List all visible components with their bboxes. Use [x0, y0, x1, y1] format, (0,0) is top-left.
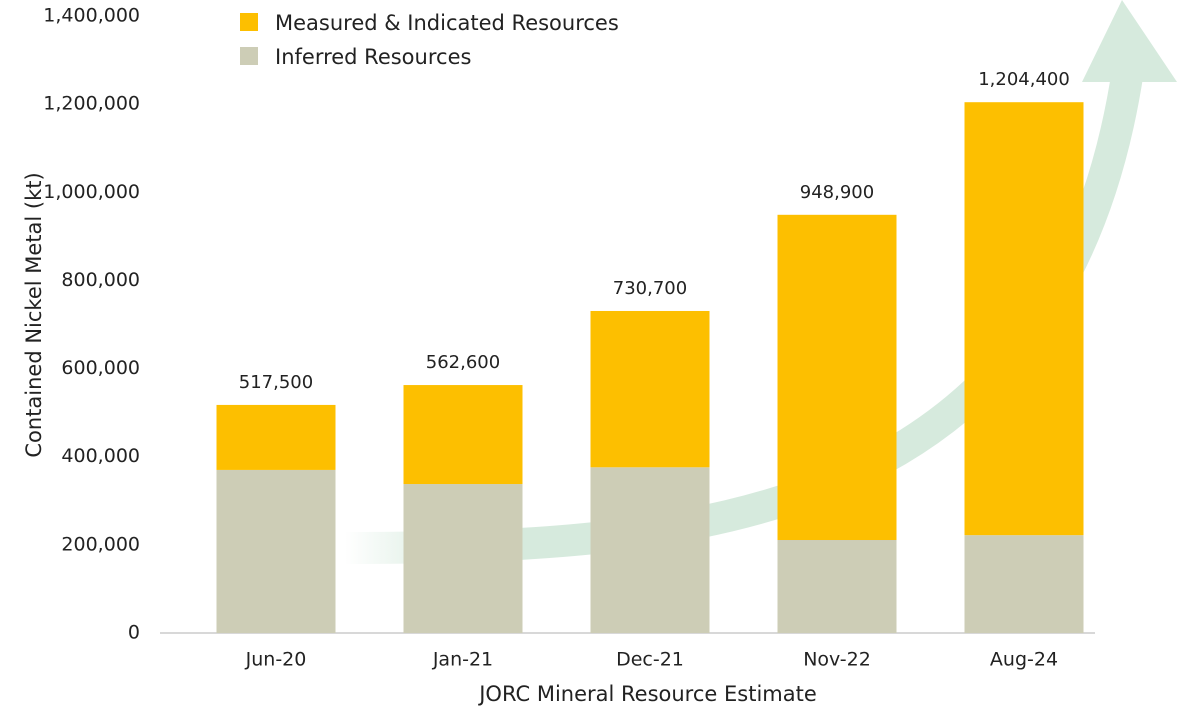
y-tick-label: 200,000 — [61, 533, 140, 555]
total-label: 948,900 — [800, 182, 874, 203]
bar-segment — [403, 385, 523, 485]
y-tick-label: 800,000 — [61, 269, 140, 291]
y-tick-label: 600,000 — [61, 357, 140, 379]
x-tick-label: Jun-20 — [245, 649, 307, 671]
y-tick-label: 1,200,000 — [43, 93, 140, 115]
bar-segment — [403, 484, 523, 633]
bar-segment — [590, 467, 710, 633]
x-tick-label: Nov-22 — [803, 649, 871, 671]
total-label: 1,204,400 — [978, 69, 1070, 90]
y-tick-label: 1,000,000 — [43, 181, 140, 203]
legend-swatch — [240, 47, 258, 65]
bar-segment — [964, 535, 1084, 633]
x-axis-title: JORC Mineral Resource Estimate — [477, 682, 817, 706]
y-tick-label: 0 — [128, 622, 140, 644]
total-label: 562,600 — [426, 352, 500, 373]
y-tick-label: 1,400,000 — [43, 5, 140, 27]
total-label: 517,500 — [239, 372, 313, 393]
bar-segment — [777, 540, 897, 633]
x-tick-label: Dec-21 — [616, 649, 684, 671]
bar-segment — [777, 214, 897, 541]
total-label: 730,700 — [613, 278, 687, 299]
bar-segment — [590, 310, 710, 468]
bar-segment — [964, 102, 1084, 536]
legend-swatch — [240, 13, 258, 31]
bar-segment — [216, 469, 336, 633]
legend-label: Inferred Resources — [275, 45, 471, 69]
y-axis-title: Contained Nickel Metal (kt) — [22, 172, 46, 457]
y-tick-label: 400,000 — [61, 445, 140, 467]
legend-label: Measured & Indicated Resources — [275, 11, 619, 35]
x-tick-label: Jan-21 — [432, 649, 493, 671]
bar-segment — [216, 404, 336, 470]
x-tick-label: Aug-24 — [990, 649, 1058, 671]
